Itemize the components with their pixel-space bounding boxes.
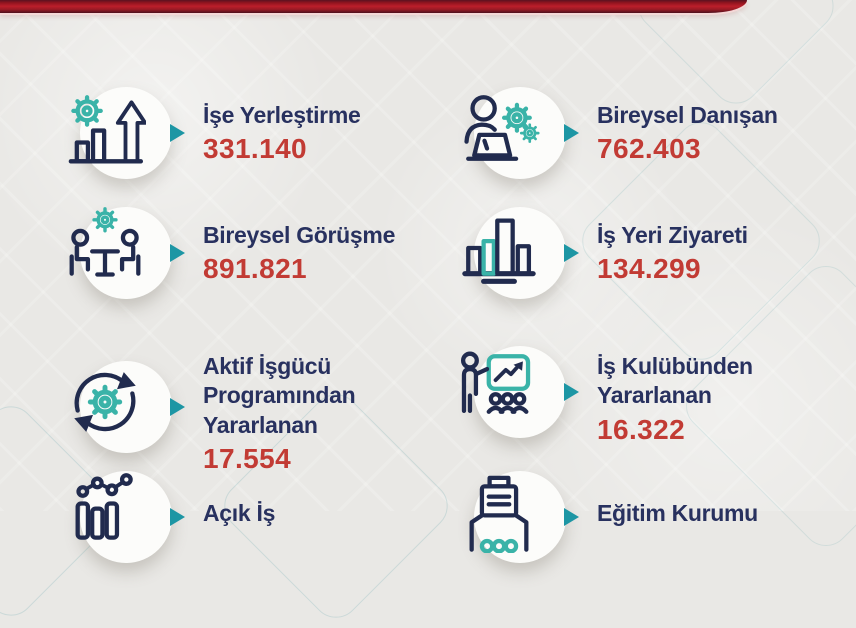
stat-title: İşe Yerleştirme [203,101,361,128]
stat-value: 17.554 [203,443,292,475]
stat-value: 331.140 [203,133,308,165]
growth-chart-gear-icon [68,95,146,164]
institution-building-icon [469,475,529,553]
icon-badge [64,360,185,453]
person-laptop-gears-icon [464,95,540,161]
icon-badge [64,207,185,299]
cycle-gear-icon [74,371,136,432]
header-red-bar [0,0,747,13]
stat-title: İş Kulübünden Yararlanan [597,353,753,409]
pointer-arrow-icon [170,244,185,262]
stat-title: Eğitim Kurumu [597,499,758,526]
pointer-arrow-icon [170,397,185,416]
presenter-audience-icon [460,351,531,414]
stat-title: Bireysel Görüşme [203,221,396,248]
stat-title: İş Yeri Ziyareti [597,221,748,248]
stat-value: 891.821 [203,253,308,285]
stat-bireysel-gorusme: Bireysel Görüşme 891.821 [64,207,395,299]
buildings-icon [462,218,536,284]
icon-badge [458,207,579,299]
stat-bireysel-danisan: Bireysel Danışan 762.403 [458,87,778,179]
dot-bar-chart-icon [75,473,133,540]
icon-badge [64,471,185,563]
stat-is-yeri-ziyareti: İş Yeri Ziyareti 134.299 [458,207,748,299]
icon-badge [64,87,185,179]
stat-egitim-kurumu: Eğitim Kurumu [458,471,758,563]
stat-value: 762.403 [597,133,702,165]
icon-badge [458,471,579,563]
pointer-arrow-icon [170,124,185,142]
pointer-arrow-icon [564,382,579,401]
icon-badge [458,345,579,438]
stat-is-kulubunden: İş Kulübünden Yararlanan 16.322 [458,338,815,446]
stat-value: 16.322 [597,413,686,445]
pointer-arrow-icon [564,124,579,142]
stat-acik-is: Açık İş [64,471,275,563]
stat-ise-yerlestirme: İşe Yerleştirme 331.140 [64,87,361,179]
stat-title: Açık İş [203,499,276,526]
icon-badge [458,87,579,179]
pointer-arrow-icon [564,244,579,262]
stat-aktif-isgucu: Aktif İşgücü Programından Yararlanan 17.… [64,338,421,475]
stat-title: Aktif İşgücü Programından Yararlanan [203,353,356,438]
stat-title: Bireysel Danışan [597,101,778,128]
two-people-meeting-icon [69,207,141,277]
stat-value: 134.299 [597,253,702,285]
